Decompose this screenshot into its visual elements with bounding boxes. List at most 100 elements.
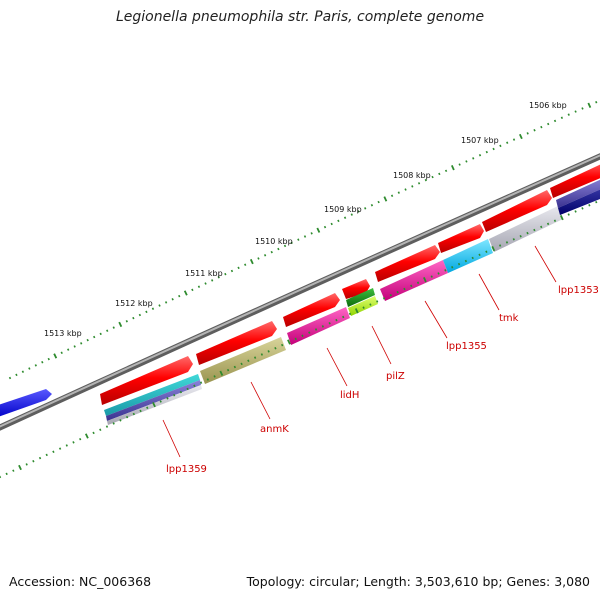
minor-tick xyxy=(574,110,577,113)
gene-label-lpp1353: lpp1353 xyxy=(558,285,599,296)
minor-tick xyxy=(226,368,230,372)
minor-tick xyxy=(411,185,414,188)
minor-tick xyxy=(512,138,516,141)
minor-tick xyxy=(451,265,454,269)
minor-tick xyxy=(540,125,543,129)
minor-tick xyxy=(151,307,155,310)
minor-tick xyxy=(389,293,392,297)
minor-tick xyxy=(348,312,352,316)
minor-tick xyxy=(464,259,468,263)
cds-arrow xyxy=(550,164,600,198)
minor-tick xyxy=(533,228,536,232)
major-tick xyxy=(519,133,523,140)
tick-label-1506: 1506 kbp xyxy=(529,101,567,110)
minor-tick xyxy=(438,172,441,176)
minor-tick xyxy=(588,204,591,207)
feature-bar-lime xyxy=(348,296,378,316)
major-tick xyxy=(249,258,254,265)
minor-tick xyxy=(125,320,128,323)
minor-tick xyxy=(342,315,345,319)
minor-tick xyxy=(199,381,203,384)
minor-tick xyxy=(12,469,15,472)
minor-tick xyxy=(471,256,474,260)
minor-tick xyxy=(553,219,557,222)
minor-tick xyxy=(92,431,95,435)
minor-tick xyxy=(404,188,407,191)
minor-tick xyxy=(546,222,550,226)
major-tick xyxy=(451,165,455,171)
minor-tick xyxy=(330,222,333,226)
minor-tick xyxy=(60,351,63,355)
feature-bar-teal xyxy=(104,374,200,416)
minor-tick xyxy=(437,272,440,275)
minor-tick xyxy=(328,322,331,325)
minor-tick xyxy=(526,231,529,235)
tick-label-1507: 1507 kbp xyxy=(461,136,499,145)
minor-tick xyxy=(458,163,461,166)
minor-tick xyxy=(321,325,324,328)
minor-tick xyxy=(257,257,260,260)
minor-tick xyxy=(362,306,365,309)
minor-tick xyxy=(430,275,433,278)
tick-label-1508: 1508 kbp xyxy=(393,171,431,180)
major-tick xyxy=(118,321,123,328)
minor-tick xyxy=(197,285,201,288)
tick-label-1513: 1513 kbp xyxy=(44,329,82,338)
forward-cds-track xyxy=(100,164,600,405)
map-title: Legionella pneumophila str. Paris, compl… xyxy=(115,9,485,25)
tick-label-1512: 1512 kbp xyxy=(115,299,153,308)
minor-tick xyxy=(478,153,482,157)
minor-tick xyxy=(32,459,35,463)
minor-tick xyxy=(210,279,214,282)
feature-bar-cyan xyxy=(443,239,493,273)
minor-tick xyxy=(277,247,280,251)
minor-tick xyxy=(146,406,149,410)
minor-tick xyxy=(99,428,102,431)
minor-tick xyxy=(485,150,488,154)
minor-tick xyxy=(233,365,236,369)
minor-tick xyxy=(506,141,509,144)
minor-tick xyxy=(105,425,109,428)
major-tick xyxy=(423,277,427,283)
minor-tick xyxy=(213,375,216,378)
genome-summary-text: Topology: circular; Length: 3,503,610 bp… xyxy=(246,574,590,589)
minor-tick xyxy=(65,444,68,447)
minor-tick xyxy=(303,235,307,238)
feature-bar-silver xyxy=(489,206,563,252)
blue-feature xyxy=(0,389,52,417)
feature-bar-purple xyxy=(556,179,600,208)
minor-tick xyxy=(93,335,96,339)
minor-tick xyxy=(164,301,168,304)
minor-tick xyxy=(119,419,122,422)
minor-tick xyxy=(206,378,209,381)
minor-tick xyxy=(67,348,70,351)
major-tick xyxy=(383,196,388,202)
minor-tick xyxy=(112,326,115,329)
minor-tick xyxy=(397,191,400,194)
minor-tick xyxy=(444,169,448,173)
major-tick xyxy=(587,102,592,108)
major-tick xyxy=(287,339,291,345)
minor-tick xyxy=(335,318,338,322)
minor-tick xyxy=(465,160,468,163)
minor-tick xyxy=(247,359,250,362)
minor-tick xyxy=(377,200,380,204)
minor-tick xyxy=(431,175,434,179)
minor-tick xyxy=(230,269,234,273)
minor-tick xyxy=(52,450,55,454)
minor-tick xyxy=(270,250,273,254)
feature-bar-green xyxy=(346,288,375,307)
gene-label-tmk: tmk xyxy=(499,313,519,324)
minor-tick xyxy=(15,373,18,377)
minor-tick xyxy=(297,238,300,241)
minor-tick xyxy=(376,300,379,303)
minor-tick xyxy=(21,370,25,373)
minor-tick xyxy=(47,357,50,361)
minor-tick xyxy=(595,200,598,204)
major-tick xyxy=(84,433,89,439)
gene-label-lpp1355: lpp1355 xyxy=(446,341,487,352)
minor-tick xyxy=(58,447,62,450)
feature-bar-magenta xyxy=(380,260,448,301)
minor-tick xyxy=(125,415,129,419)
